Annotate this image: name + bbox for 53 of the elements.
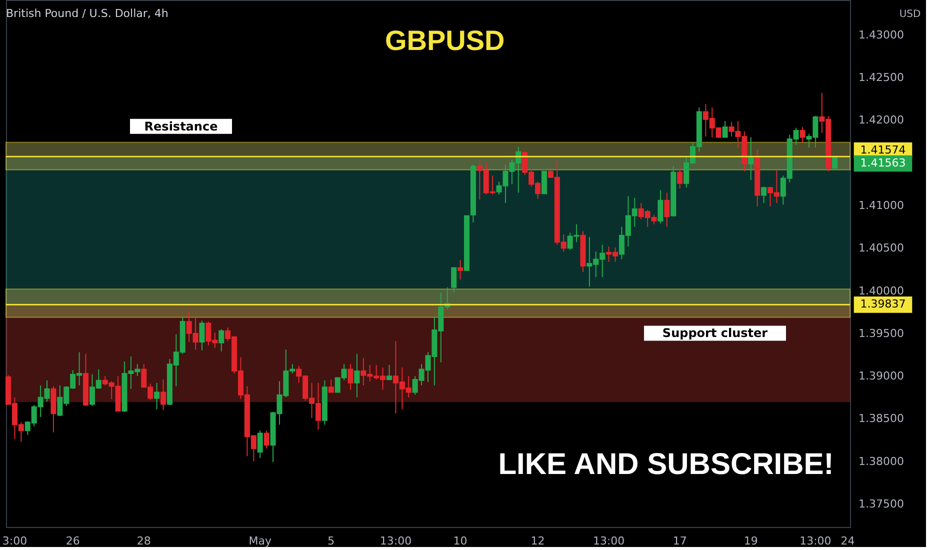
annotation: LIKE AND SUBSCRIBE!	[498, 448, 834, 481]
x-tick-label: 26	[66, 534, 80, 548]
x-tick-label: 5	[328, 534, 335, 548]
ref-line-label: 1.41574	[860, 144, 906, 157]
candlestick	[354, 353, 360, 398]
candlestick	[541, 170, 547, 194]
x-tick-label: 28	[136, 534, 151, 548]
y-tick-label: 1.39500	[858, 326, 904, 340]
y-tick-label: 1.39000	[858, 370, 904, 383]
text: British Pound / U.S. Dollar, 4h	[6, 7, 168, 20]
candlestick	[348, 364, 354, 390]
candlestick	[160, 378, 166, 411]
x-tick-label: 13:00	[800, 534, 832, 548]
ref-line-label: 1.39837	[860, 298, 906, 311]
y-tick-label: 1.37500	[858, 497, 904, 510]
text: 1.41563	[860, 156, 906, 170]
x-tick-label: 19	[744, 534, 758, 548]
candlestick	[328, 378, 334, 393]
band-label: Support cluster	[662, 326, 768, 340]
candlestick	[451, 267, 457, 293]
candlestick	[264, 430, 270, 450]
candlestick	[677, 166, 683, 189]
band-label: Resistance	[144, 119, 218, 134]
candlestick	[154, 382, 160, 410]
y-tick-label: 1.40500	[858, 242, 904, 255]
y-axis-title: USD	[899, 9, 921, 20]
candlestick	[199, 320, 205, 351]
x-tick-label: May	[248, 534, 272, 548]
x-tick-label: 13:00	[592, 534, 625, 548]
x-tick-label: 3:00	[2, 534, 28, 548]
candlestick	[658, 190, 664, 224]
y-tick-label: 1.42500	[858, 71, 904, 84]
candlestick	[748, 136, 754, 180]
x-tick-label: 24	[840, 534, 855, 548]
y-tick-label: 1.40000	[858, 284, 904, 298]
candlestick	[218, 328, 224, 352]
x-tick-label: 12	[530, 534, 545, 548]
y-tick-label: 1.38500	[858, 412, 904, 426]
candlestick	[664, 192, 670, 228]
text: GBPUSD	[384, 25, 505, 56]
candlestick	[800, 126, 806, 143]
candlestick	[761, 186, 767, 204]
x-tick-label: 10	[453, 534, 468, 548]
y-tick-label: 1.41000	[858, 199, 904, 212]
candlestick	[722, 120, 728, 138]
y-tick-label: 1.38000	[858, 454, 904, 468]
x-tick-label: 13:00	[380, 534, 412, 548]
y-tick-label: 1.42000	[858, 114, 904, 127]
candlestick	[458, 260, 464, 280]
candlestick	[257, 430, 263, 458]
candlestick	[386, 364, 392, 381]
x-tick-label: 17	[672, 534, 687, 548]
y-tick-label: 1.43000	[858, 28, 904, 42]
